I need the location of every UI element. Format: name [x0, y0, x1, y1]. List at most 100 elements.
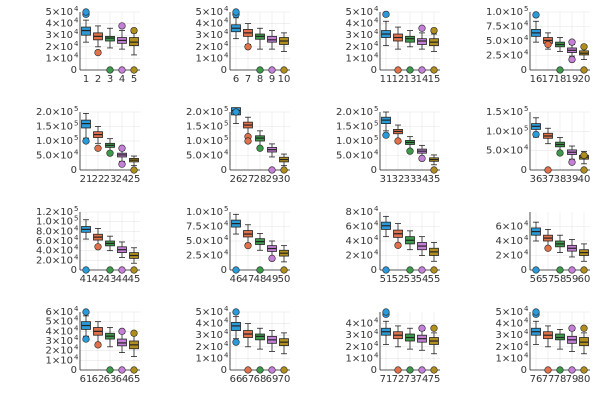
- x-tick-label: 66: [230, 374, 243, 385]
- x-tick-label: 23: [104, 174, 117, 185]
- y-tick-exponent: 4: [374, 17, 379, 25]
- y-tick-label: 7.5×10: [486, 22, 523, 33]
- outlier-point: [118, 266, 126, 274]
- y-tick-label: 0: [521, 365, 527, 376]
- outlier-point: [256, 366, 264, 374]
- y-tick-exponent: 4: [74, 344, 79, 352]
- y-tick-label: 0: [71, 65, 77, 76]
- x-tick-label: 44: [116, 274, 129, 285]
- x-tick-label: 49: [266, 274, 279, 285]
- y-tick-exponent: 4: [74, 324, 79, 332]
- outlier-point: [418, 24, 426, 32]
- outlier-point: [94, 144, 102, 152]
- x-tick-label: 43: [104, 274, 117, 285]
- y-tick-exponent: 4: [524, 20, 529, 28]
- y-tick-label: 5×10: [46, 317, 73, 328]
- y-tick-label: 0: [521, 165, 527, 176]
- panel-5: 05.0×10 41.0×10 51.5×10 52.0×10 521 22 23 24 25: [36, 105, 140, 185]
- outlier-point: [106, 66, 114, 74]
- panel-6: 05.0×10 41.0×10 51.5×10 52.0×10 526 27 28 29 30: [186, 105, 290, 185]
- outlier-point: [106, 149, 114, 157]
- y-tick-label: 3×10: [496, 330, 523, 341]
- x-tick-label: 65: [128, 374, 141, 385]
- y-tick-exponent: 4: [224, 340, 229, 348]
- x-tick-label: 72: [392, 374, 405, 385]
- outlier-point: [580, 366, 588, 374]
- y-tick-exponent: 4: [374, 40, 379, 48]
- x-tick-label: 9: [269, 74, 275, 85]
- y-tick-exponent: 5: [74, 205, 78, 213]
- panel-3: 01×10 42×10 43×10 44×10 45×10 411 12 13 14 15: [346, 5, 441, 85]
- x-tick-label: 47: [242, 274, 255, 285]
- y-tick-exponent: 5: [224, 105, 228, 113]
- y-tick-label: 2×10: [46, 346, 73, 357]
- outlier-point: [394, 366, 402, 374]
- x-tick-label: 76: [530, 374, 543, 385]
- y-tick-exponent: 4: [524, 351, 529, 359]
- y-tick-exponent: 4: [524, 317, 529, 325]
- y-tick-exponent: 4: [224, 351, 229, 359]
- x-tick-label: 59: [566, 274, 579, 285]
- y-tick-exponent: 4: [524, 249, 529, 257]
- y-tick-exponent: 4: [74, 334, 79, 342]
- y-tick-label: 4×10: [496, 319, 523, 330]
- outlier-point: [580, 151, 588, 159]
- y-tick-exponent: 4: [524, 328, 529, 336]
- outlier-point: [232, 338, 240, 346]
- y-tick-label: 3×10: [46, 336, 73, 347]
- y-tick-exponent: 5: [224, 134, 228, 142]
- y-tick-label: 1.5×10: [36, 122, 73, 133]
- x-tick-label: 6: [233, 74, 239, 85]
- y-tick-exponent: 4: [224, 328, 229, 336]
- x-tick-label: 34: [416, 174, 429, 185]
- outlier-point: [532, 130, 540, 139]
- outlier-point: [118, 144, 126, 152]
- y-tick-exponent: 4: [74, 315, 79, 323]
- y-tick-label: 0: [221, 365, 227, 376]
- y-tick-label: 2×10: [46, 42, 73, 53]
- x-tick-label: 38: [554, 174, 567, 185]
- y-tick-exponent: 5: [74, 215, 78, 223]
- y-tick-label: 5.0×10: [186, 236, 223, 247]
- x-tick-label: 67: [242, 374, 255, 385]
- y-tick-label: 6×10: [346, 222, 373, 233]
- y-tick-exponent: 5: [74, 134, 78, 142]
- outlier-point: [568, 324, 576, 332]
- y-tick-label: 4×10: [346, 236, 373, 247]
- y-tick-exponent: 4: [74, 28, 79, 36]
- x-tick-label: 62: [92, 374, 105, 385]
- y-tick-exponent: 5: [224, 120, 228, 128]
- y-tick-exponent: 5: [374, 120, 378, 128]
- x-tick-label: 22: [92, 174, 105, 185]
- outlier-point: [280, 66, 288, 74]
- y-tick-label: 0: [371, 265, 377, 276]
- x-tick-label: 74: [416, 374, 429, 385]
- outlier-point: [82, 8, 90, 16]
- panel-16: 01×10 42×10 43×10 44×10 45×10 476 77 78 79 80: [496, 305, 591, 385]
- y-tick-label: 1×10: [496, 353, 523, 364]
- y-tick-label: 2×10: [496, 251, 523, 262]
- x-tick-label: 18: [554, 74, 567, 85]
- x-tick-label: 10: [278, 74, 291, 85]
- x-tick-label: 16: [530, 74, 543, 85]
- outlier-point: [256, 266, 264, 274]
- y-tick-label: 2×10: [196, 342, 223, 353]
- x-tick-label: 56: [530, 274, 543, 285]
- y-tick-label: 2.0×10: [36, 255, 73, 266]
- outlier-point: [532, 308, 540, 316]
- x-tick-label: 63: [104, 374, 117, 385]
- y-tick-exponent: 4: [524, 340, 529, 348]
- outlier-point: [382, 266, 390, 274]
- outlier-point: [82, 137, 90, 145]
- x-tick-label: 54: [416, 274, 429, 285]
- y-tick-label: 1.0×10: [486, 126, 523, 137]
- y-tick-label: 1.0×10: [186, 136, 223, 147]
- outlier-point: [544, 366, 552, 374]
- y-tick-label: 4×10: [346, 19, 373, 30]
- outlier-point: [394, 241, 402, 249]
- outlier-point: [268, 366, 276, 374]
- y-tick-label: 5.0×10: [186, 151, 223, 162]
- outlier-point: [118, 22, 126, 30]
- y-tick-label: 0: [521, 65, 527, 76]
- panel-15: 01×10 42×10 43×10 44×10 471 72 73 74 75: [346, 308, 440, 385]
